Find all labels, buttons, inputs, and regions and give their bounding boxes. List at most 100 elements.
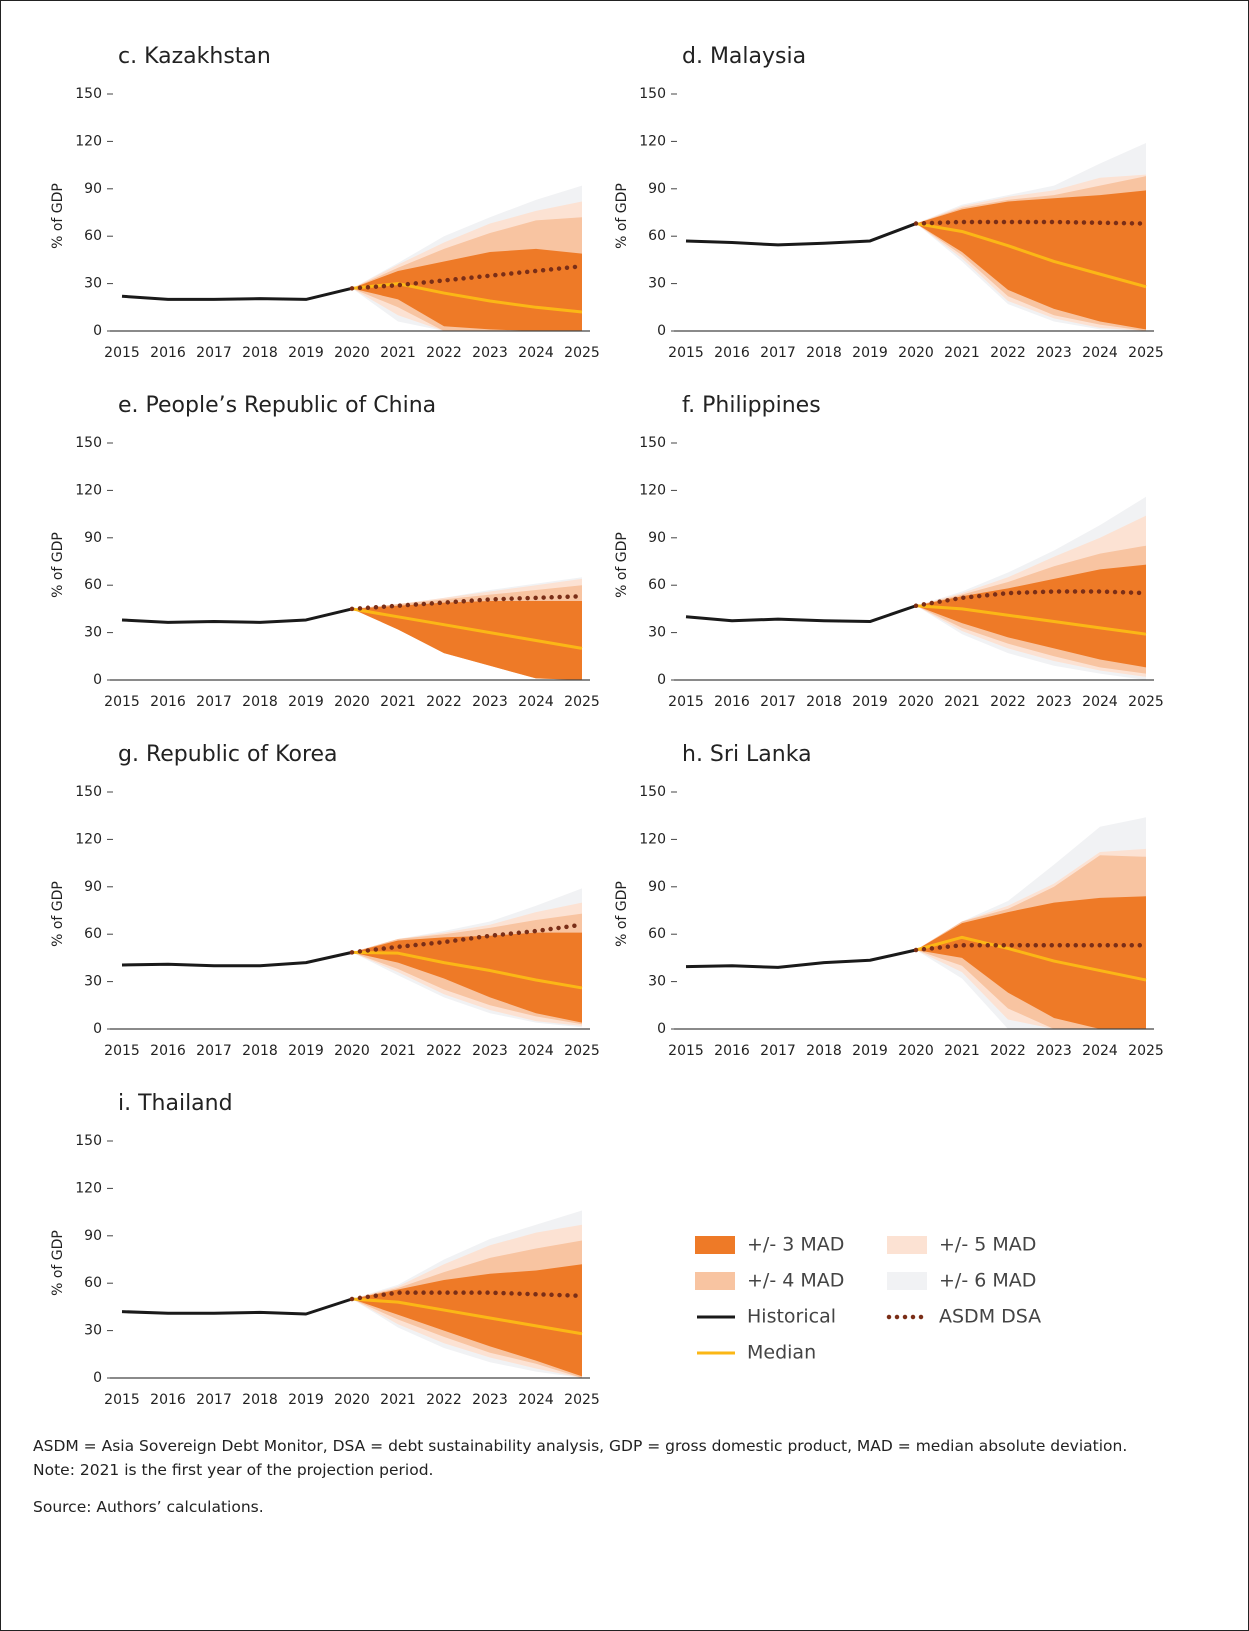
x-tick-label: 2021: [944, 694, 980, 710]
x-tick-label: 2021: [380, 1392, 416, 1408]
x-tick-label: 2023: [472, 1043, 508, 1059]
x-tick-label: 2020: [898, 1043, 934, 1059]
y-tick-label: 120: [639, 482, 666, 498]
x-tick-label: 2016: [714, 1043, 750, 1059]
x-tick-label: 2015: [668, 345, 704, 361]
x-tick-label: 2018: [242, 694, 278, 710]
legend-swatch: [887, 1236, 927, 1254]
y-tick-label: 150: [639, 784, 666, 800]
x-tick-label: 2024: [1082, 345, 1118, 361]
x-tick-label: 2022: [426, 345, 462, 361]
chart-title: g. Republic of Korea: [118, 742, 338, 767]
band: [916, 564, 1146, 668]
legend-label: +/- 5 MAD: [939, 1234, 1036, 1256]
line: [349, 1290, 585, 1302]
band: [916, 896, 1146, 1029]
y-tick-label: 90: [648, 181, 666, 197]
band: [352, 248, 582, 331]
line: [913, 219, 1149, 226]
y-tick-label: 150: [639, 86, 666, 102]
legend-label: Median: [747, 1342, 816, 1364]
line: [915, 604, 1147, 636]
x-tick-label: 2022: [990, 694, 1026, 710]
y-tick-label: 150: [75, 435, 102, 451]
x-tick-label: 2021: [380, 1043, 416, 1059]
chart-title: f. Philippines: [682, 393, 821, 418]
y-tick-label: 150: [75, 784, 102, 800]
x-tick-label: 2023: [472, 1392, 508, 1408]
y-axis-label: % of GDP: [50, 183, 66, 249]
line: [121, 1297, 353, 1316]
x-tick-label: 2024: [518, 345, 554, 361]
x-tick-label: 2025: [564, 694, 600, 710]
y-tick-label: 150: [75, 86, 102, 102]
y-tick-label: 150: [639, 435, 666, 451]
x-tick-label: 2019: [852, 1043, 888, 1059]
y-axis-label: % of GDP: [50, 881, 66, 947]
y-tick-label: 0: [93, 672, 102, 688]
x-tick-label: 2022: [990, 1043, 1026, 1059]
y-tick-label: 120: [639, 831, 666, 847]
legend-label: +/- 6 MAD: [939, 1270, 1036, 1292]
line: [685, 604, 917, 624]
y-tick-label: 120: [75, 133, 102, 149]
x-tick-label: 2024: [1082, 1043, 1118, 1059]
y-tick-label: 30: [648, 625, 666, 641]
line: [349, 922, 585, 955]
legend-swatch: [887, 1272, 927, 1290]
x-tick-label: 2017: [196, 1392, 232, 1408]
y-tick-label: 60: [648, 926, 666, 942]
chart-title: i. Thailand: [118, 1091, 233, 1116]
x-tick-label: 2021: [944, 1043, 980, 1059]
x-tick-label: 2022: [426, 1043, 462, 1059]
band: [352, 932, 582, 1023]
y-tick-label: 90: [648, 530, 666, 546]
legend-label: Historical: [747, 1306, 836, 1328]
x-tick-label: 2015: [104, 1043, 140, 1059]
x-tick-label: 2023: [472, 345, 508, 361]
line: [913, 589, 1149, 608]
y-tick-label: 120: [75, 831, 102, 847]
y-tick-label: 60: [84, 228, 102, 244]
x-tick-label: 2025: [564, 1392, 600, 1408]
x-tick-label: 2024: [518, 1043, 554, 1059]
y-tick-label: 30: [648, 974, 666, 990]
x-tick-label: 2020: [898, 345, 934, 361]
x-tick-label: 2018: [242, 345, 278, 361]
x-tick-label: 2015: [668, 1043, 704, 1059]
x-tick-label: 2023: [1036, 694, 1072, 710]
x-tick-label: 2022: [426, 1392, 462, 1408]
x-tick-label: 2019: [852, 694, 888, 710]
x-tick-label: 2016: [714, 345, 750, 361]
y-tick-label: 60: [648, 577, 666, 593]
line: [349, 594, 585, 612]
x-tick-label: 2025: [564, 1043, 600, 1059]
y-tick-label: 120: [75, 1180, 102, 1196]
line: [915, 222, 1147, 289]
y-tick-label: 60: [84, 926, 102, 942]
x-tick-label: 2021: [944, 345, 980, 361]
line: [351, 607, 583, 650]
y-tick-label: 90: [648, 879, 666, 895]
chart-title: d. Malaysia: [682, 44, 806, 69]
legend-swatch: [695, 1272, 735, 1290]
chart-title: c. Kazakhstan: [118, 44, 271, 69]
x-tick-label: 2017: [196, 1043, 232, 1059]
line: [685, 948, 917, 969]
x-tick-label: 2024: [1082, 694, 1118, 710]
y-tick-label: 120: [75, 482, 102, 498]
x-tick-label: 2025: [1128, 694, 1164, 710]
y-tick-label: 0: [93, 1370, 102, 1386]
band: [352, 1264, 582, 1377]
x-tick-label: 2015: [104, 694, 140, 710]
y-tick-label: 30: [84, 276, 102, 292]
legend-label: ASDM DSA: [939, 1306, 1041, 1328]
x-tick-label: 2016: [150, 345, 186, 361]
y-axis-label: % of GDP: [614, 183, 630, 249]
legend-label: +/- 4 MAD: [747, 1270, 844, 1292]
x-tick-label: 2017: [760, 1043, 796, 1059]
y-axis-label: % of GDP: [614, 881, 630, 947]
y-tick-label: 0: [93, 323, 102, 339]
x-tick-label: 2023: [1036, 1043, 1072, 1059]
x-tick-label: 2019: [288, 1043, 324, 1059]
